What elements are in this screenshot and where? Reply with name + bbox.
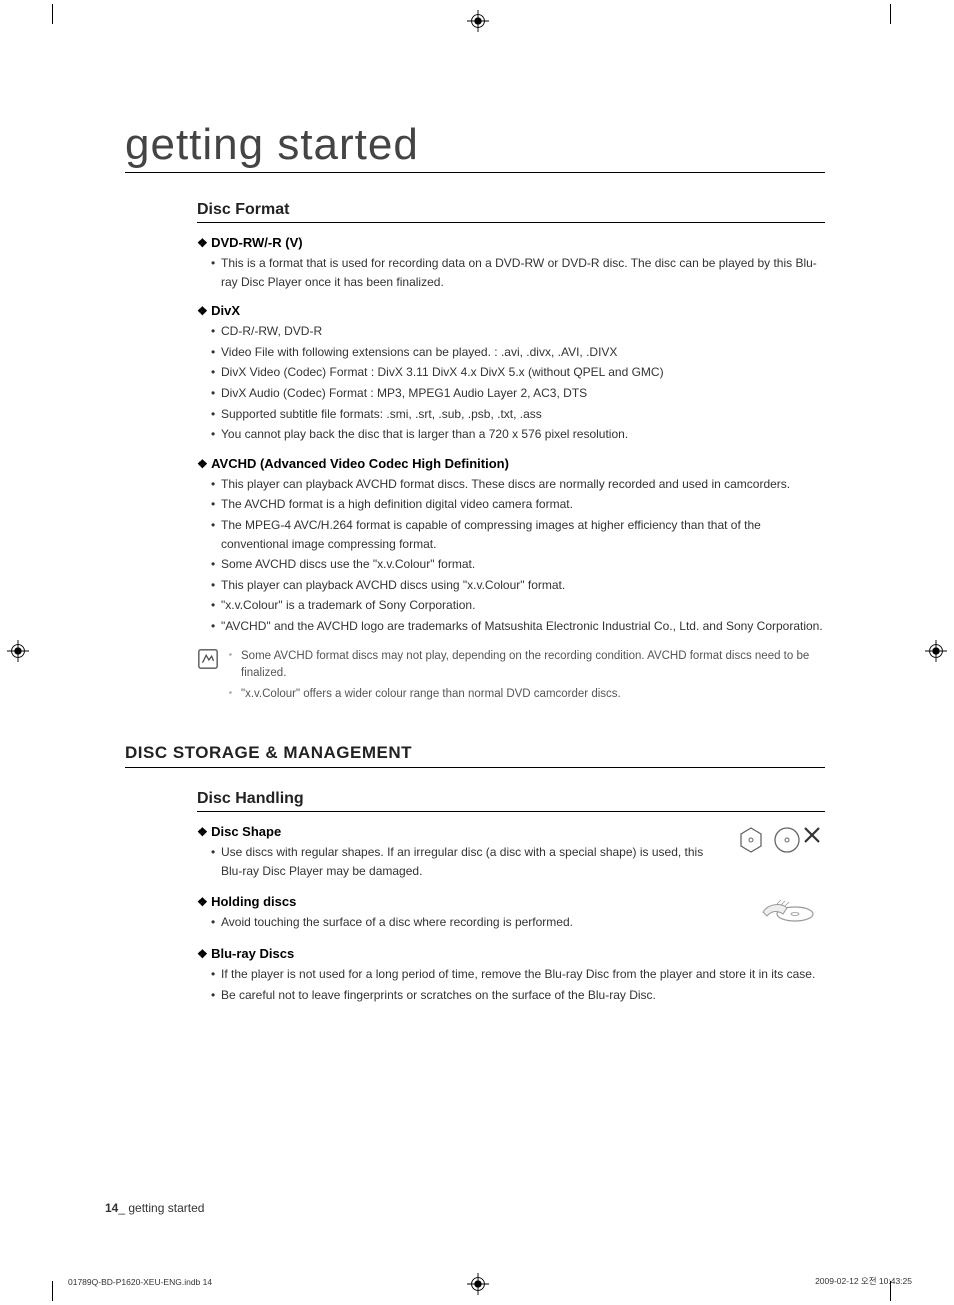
subsection-holding: Holding discs Avoid touching the surface… <box>197 894 825 934</box>
subheading: Blu-ray Discs <box>197 946 825 961</box>
bullet-list: This is a format that is used for record… <box>197 254 825 291</box>
bullet-list: Avoid touching the surface of a disc whe… <box>197 913 719 932</box>
holding-disc-figure <box>733 894 825 931</box>
major-heading-storage: DISC STORAGE & MANAGEMENT <box>125 743 825 768</box>
crop-mark <box>890 4 891 24</box>
subheading: Disc Shape <box>197 824 719 839</box>
note-item: Some AVCHD format discs may not play, de… <box>229 648 825 683</box>
registration-mark-icon <box>925 640 947 662</box>
list-item: If the player is not used for a long per… <box>211 965 825 984</box>
subsection-dvd-rw: DVD-RW/-R (V) This is a format that is u… <box>197 235 825 291</box>
list-item: This is a format that is used for record… <box>211 254 825 291</box>
list-item: DivX Audio (Codec) Format : MP3, MPEG1 A… <box>211 384 825 403</box>
subheading: AVCHD (Advanced Video Codec High Definit… <box>197 456 825 471</box>
subsection-disc-shape: Disc Shape Use discs with regular shapes… <box>197 824 825 882</box>
page-sep: _ <box>118 1201 128 1215</box>
list-item: This player can playback AVCHD discs usi… <box>211 576 825 595</box>
page-label: getting started <box>128 1201 204 1215</box>
page-title: getting started <box>125 120 825 173</box>
list-item: "x.v.Colour" is a trademark of Sony Corp… <box>211 596 825 615</box>
note-icon <box>197 648 219 670</box>
list-item: Some AVCHD discs use the "x.v.Colour" fo… <box>211 555 825 574</box>
list-item: This player can playback AVCHD format di… <box>211 475 825 494</box>
note-items: Some AVCHD format discs may not play, de… <box>229 648 825 708</box>
list-item: The MPEG-4 AVC/H.264 format is capable o… <box>211 516 825 553</box>
list-item: Video File with following extensions can… <box>211 343 825 362</box>
list-item: Avoid touching the surface of a disc whe… <box>211 913 719 932</box>
list-item: The AVCHD format is a high definition di… <box>211 495 825 514</box>
list-item: "AVCHD" and the AVCHD logo are trademark… <box>211 617 825 636</box>
note-item: "x.v.Colour" offers a wider colour range… <box>229 686 825 703</box>
bullet-list: This player can playback AVCHD format di… <box>197 475 825 636</box>
crop-mark <box>52 4 53 24</box>
subheading: DivX <box>197 303 825 318</box>
subsection-avchd: AVCHD (Advanced Video Codec High Definit… <box>197 456 825 636</box>
print-filename: 01789Q-BD-P1620-XEU-ENG.indb 14 <box>68 1277 212 1287</box>
page-content: getting started Disc Format DVD-RW/-R (V… <box>125 120 825 1016</box>
registration-mark-icon <box>467 10 489 32</box>
list-item: You cannot play back the disc that is la… <box>211 425 825 444</box>
list-item: Supported subtitle file formats: .smi, .… <box>211 405 825 424</box>
bullet-list: Use discs with regular shapes. If an irr… <box>197 843 719 880</box>
subheading: Holding discs <box>197 894 719 909</box>
list-item: DivX Video (Codec) Format : DivX 3.11 Di… <box>211 363 825 382</box>
page-number: 14 <box>105 1201 118 1215</box>
subheading: DVD-RW/-R (V) <box>197 235 825 250</box>
registration-mark-icon <box>467 1273 489 1295</box>
subsection-bluray: Blu-ray Discs If the player is not used … <box>197 946 825 1004</box>
registration-mark-icon <box>7 640 29 662</box>
section-heading-handling: Disc Handling <box>197 790 825 812</box>
crop-mark <box>52 1281 53 1301</box>
list-item: Be careful not to leave fingerprints or … <box>211 986 825 1005</box>
bullet-list: If the player is not used for a long per… <box>197 965 825 1004</box>
print-timestamp: 2009-02-12 오전 10:43:25 <box>815 1275 912 1287</box>
disc-shape-figure <box>733 824 825 865</box>
bullet-list: CD-R/-RW, DVD-R Video File with followin… <box>197 322 825 444</box>
note-block: Some AVCHD format discs may not play, de… <box>197 648 825 708</box>
list-item: CD-R/-RW, DVD-R <box>211 322 825 341</box>
subsection-divx: DivX CD-R/-RW, DVD-R Video File with fol… <box>197 303 825 444</box>
list-item: Use discs with regular shapes. If an irr… <box>211 843 719 880</box>
page-footer: 14_ getting started <box>105 1201 204 1215</box>
section-heading-disc-format: Disc Format <box>197 201 825 223</box>
